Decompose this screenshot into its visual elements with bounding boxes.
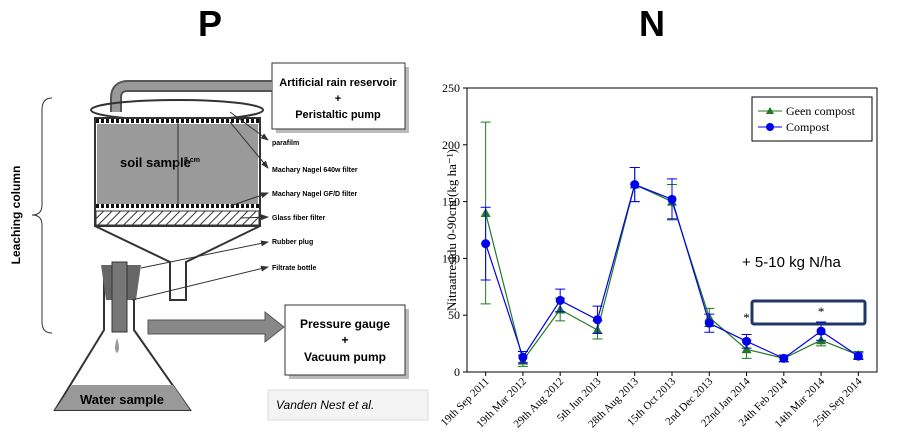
legend-marker xyxy=(766,123,774,131)
box-text: Artificial rain reservoir xyxy=(279,77,397,89)
legend-marker xyxy=(766,107,774,114)
marker xyxy=(667,194,677,204)
side-label: Leaching column xyxy=(9,166,23,265)
marker xyxy=(555,295,565,305)
credit: Vanden Nest et al. xyxy=(276,398,374,412)
panel-title: P xyxy=(198,3,222,44)
y-tick-label: 50 xyxy=(448,308,460,322)
annotation: * xyxy=(818,304,825,319)
marker xyxy=(518,352,528,362)
arrow xyxy=(147,310,285,344)
legend-box xyxy=(751,96,873,142)
marker xyxy=(741,344,752,354)
box-text: Vacuum pump xyxy=(304,350,386,364)
marker xyxy=(592,315,602,325)
leader xyxy=(229,121,269,169)
marker xyxy=(816,326,826,336)
y-tick-label: 0 xyxy=(454,365,460,379)
part-label: Machary Nagel GF/D filter xyxy=(272,191,357,198)
box-text: + xyxy=(341,333,348,347)
pipe xyxy=(112,82,272,112)
part-label: Glass fiber filter xyxy=(272,215,326,222)
part-label: Filtrate bottle xyxy=(272,265,316,272)
y-tick-label: 150 xyxy=(442,195,460,209)
leader xyxy=(131,265,269,301)
legend-label: Geen compost xyxy=(786,104,856,118)
part-label: Rubber plug xyxy=(272,239,313,246)
part-label: Machary Nagel 640w filter xyxy=(272,167,358,174)
chart: N Nitraatresidu 0-90cm (kg ha⁻¹) 0 50 100 1… xyxy=(439,3,878,430)
annotation: + 5-10 kg N/ha xyxy=(742,254,841,271)
stem xyxy=(111,261,128,333)
diagram: P Artificial rain reservoir + Peristalti… xyxy=(9,3,429,421)
marker xyxy=(481,239,491,249)
legend-label: Compost xyxy=(786,120,830,134)
marker xyxy=(742,336,752,346)
leader xyxy=(229,192,269,207)
leaders xyxy=(131,111,269,301)
soil-label: soil sample xyxy=(120,155,191,170)
drop xyxy=(115,338,119,353)
y-tick-label: 200 xyxy=(442,138,460,152)
box-text: Pressure gauge xyxy=(300,317,390,331)
water xyxy=(55,385,190,410)
credit-box xyxy=(267,389,429,421)
reservoir-box xyxy=(271,62,406,130)
glass-filter xyxy=(95,210,260,226)
dimension-label: 8 cm xyxy=(184,157,200,164)
y-axis-label: Nitraatresidu 0-90cm (kg ha⁻¹) xyxy=(444,149,459,311)
marker xyxy=(630,180,640,190)
bracket xyxy=(31,97,53,334)
leader xyxy=(239,214,269,221)
y-tick-label: 100 xyxy=(442,251,460,265)
pump-box xyxy=(284,304,406,376)
box-text: + xyxy=(335,93,341,105)
part-label: parafilm xyxy=(272,140,299,147)
leader xyxy=(140,240,269,269)
marker xyxy=(779,353,789,363)
y-tick-label: 250 xyxy=(442,81,460,95)
highlight-box xyxy=(750,299,867,326)
leader xyxy=(229,111,269,141)
marker xyxy=(704,318,714,328)
marker xyxy=(853,351,863,361)
annotation: * xyxy=(743,310,750,325)
flask-label: Water sample xyxy=(80,392,164,407)
box-text: Peristaltic pump xyxy=(295,109,381,121)
chart-title: N xyxy=(639,3,665,44)
